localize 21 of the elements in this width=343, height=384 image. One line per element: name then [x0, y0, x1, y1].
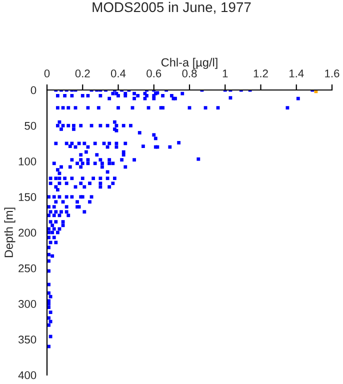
- x-tick-label: 0.6: [146, 70, 162, 78]
- y-tick-label: 300: [18, 300, 36, 308]
- y-tick-label: 150: [18, 193, 36, 202]
- y-tick-label: 250: [18, 264, 36, 272]
- x-tick-label: 1: [222, 70, 228, 78]
- y-tick-label: 350: [18, 336, 36, 344]
- y-axis-title: Depth [m]: [4, 208, 16, 258]
- y-tick-label: 400: [18, 371, 36, 380]
- x-tick-label: 1.2: [254, 70, 268, 78]
- x-tick-label: 0.8: [182, 70, 197, 78]
- y-tick-label: 100: [18, 158, 36, 166]
- y-tick-label: 200: [18, 228, 36, 237]
- y-tick-label: 0: [30, 86, 36, 94]
- x-tick-label: 1.6: [325, 70, 340, 78]
- y-tick-label: 50: [24, 122, 36, 130]
- chart-title: MODS2005 in June, 1977: [92, 2, 251, 14]
- x-tick-label: 1.4: [290, 70, 304, 78]
- x-tick-label: 0: [44, 70, 50, 78]
- x-axis-title: Chl-a [µg/l]: [161, 58, 218, 69]
- x-tick-label: 0.2: [75, 70, 90, 78]
- x-tick-label: 0.4: [110, 70, 126, 78]
